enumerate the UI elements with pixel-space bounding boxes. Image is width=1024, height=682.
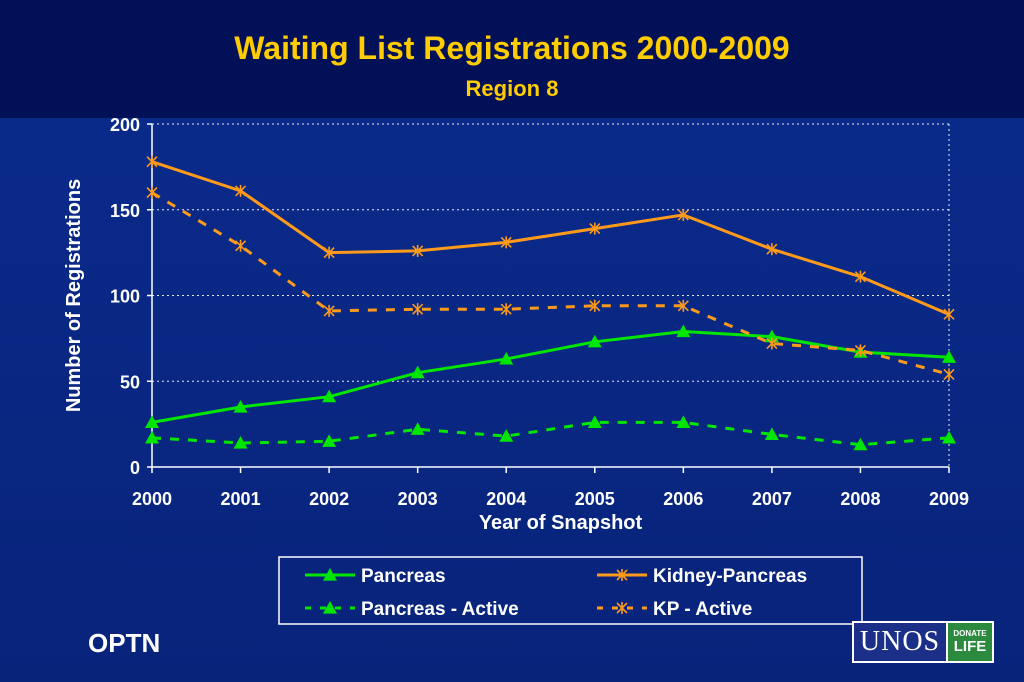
series-0-point bbox=[233, 399, 248, 413]
x-tick-label: 2004 bbox=[486, 489, 526, 509]
series-1-point bbox=[500, 236, 512, 249]
series-3-point bbox=[766, 337, 778, 350]
y-tick-label: 50 bbox=[120, 372, 140, 392]
x-tick-label: 2003 bbox=[398, 489, 438, 509]
series-3-point bbox=[589, 299, 601, 312]
series-3-point bbox=[500, 303, 512, 316]
legend-label-3: KP - Active bbox=[653, 599, 752, 620]
series-3-point bbox=[234, 239, 247, 252]
header-band bbox=[0, 0, 1024, 118]
chart-title: Waiting List Registrations 2000-2009 bbox=[234, 30, 790, 66]
series-3-point bbox=[412, 303, 424, 316]
series-2-point bbox=[233, 435, 248, 449]
series-line-1 bbox=[151, 160, 950, 316]
series-2-point bbox=[410, 422, 425, 435]
legend-marker-0 bbox=[323, 568, 337, 581]
x-tick-label: 2006 bbox=[663, 489, 703, 509]
chart-subtitle: Region 8 bbox=[465, 76, 559, 101]
series-line-0 bbox=[151, 330, 950, 424]
series-0-point bbox=[942, 350, 956, 363]
optn-label: OPTN bbox=[88, 628, 161, 658]
series-2-point bbox=[145, 430, 159, 444]
series-2-point bbox=[676, 415, 691, 429]
y-tick-label: 200 bbox=[110, 115, 140, 135]
series-0-point bbox=[499, 351, 514, 365]
x-axis-title: Year of Snapshot bbox=[479, 512, 643, 534]
legend-label-1: Kidney-Pancreas bbox=[653, 566, 807, 587]
series-3-point bbox=[323, 304, 335, 317]
series-0-point bbox=[410, 365, 425, 379]
legend-marker-2 bbox=[323, 601, 337, 614]
series-1-point bbox=[412, 244, 424, 257]
series-2-point bbox=[587, 415, 602, 429]
series-3-point bbox=[677, 299, 689, 312]
series-3-point bbox=[146, 186, 158, 199]
series-3-point bbox=[854, 344, 867, 357]
y-tick-label: 0 bbox=[130, 458, 140, 478]
series-0-point bbox=[587, 334, 602, 348]
legend-label-0: Pancreas bbox=[361, 566, 446, 587]
y-tick-label: 150 bbox=[110, 201, 140, 221]
unos-logo-text: UNOS bbox=[854, 623, 946, 661]
series-0-point bbox=[145, 415, 159, 429]
unos-logo: UNOS DONATE LIFE bbox=[852, 621, 994, 663]
series-1-point bbox=[589, 222, 601, 235]
series-1-point bbox=[854, 270, 867, 283]
x-tick-label: 2001 bbox=[221, 489, 261, 509]
series-1-point bbox=[234, 184, 247, 197]
legend-box bbox=[278, 556, 863, 625]
series-2-point bbox=[322, 434, 337, 447]
x-tick-label: 2000 bbox=[132, 489, 172, 509]
legend-label-2: Pancreas - Active bbox=[361, 599, 519, 620]
series-0-point bbox=[676, 324, 691, 338]
series-line-3 bbox=[151, 191, 950, 376]
x-tick-label: 2002 bbox=[309, 489, 349, 509]
series-2-point bbox=[499, 429, 514, 442]
donate-life-line2: LIFE bbox=[953, 638, 987, 655]
x-tick-label: 2008 bbox=[840, 489, 880, 509]
series-line-2 bbox=[151, 420, 950, 447]
donate-life-badge: DONATE LIFE bbox=[948, 623, 992, 661]
series-1-point bbox=[943, 308, 955, 321]
series-2-point bbox=[853, 437, 868, 451]
series-1-point bbox=[677, 208, 689, 221]
legend-marker-1 bbox=[616, 569, 628, 581]
x-tick-label: 2007 bbox=[752, 489, 792, 509]
x-tick-label: 2009 bbox=[929, 489, 969, 509]
series-1-point bbox=[323, 246, 335, 259]
legend-marker-3 bbox=[616, 602, 628, 614]
x-tick-label: 2005 bbox=[575, 489, 615, 509]
series-2-point bbox=[942, 430, 956, 444]
series-3-point bbox=[943, 368, 955, 381]
series-2-point bbox=[764, 427, 779, 441]
series-1-point bbox=[766, 243, 778, 256]
series-1-point bbox=[146, 155, 158, 168]
y-axis-title: Number of Registrations bbox=[63, 179, 85, 412]
donate-life-line1: DONATE bbox=[953, 629, 987, 638]
series-0-point bbox=[322, 389, 337, 403]
y-tick-label: 100 bbox=[110, 287, 140, 307]
